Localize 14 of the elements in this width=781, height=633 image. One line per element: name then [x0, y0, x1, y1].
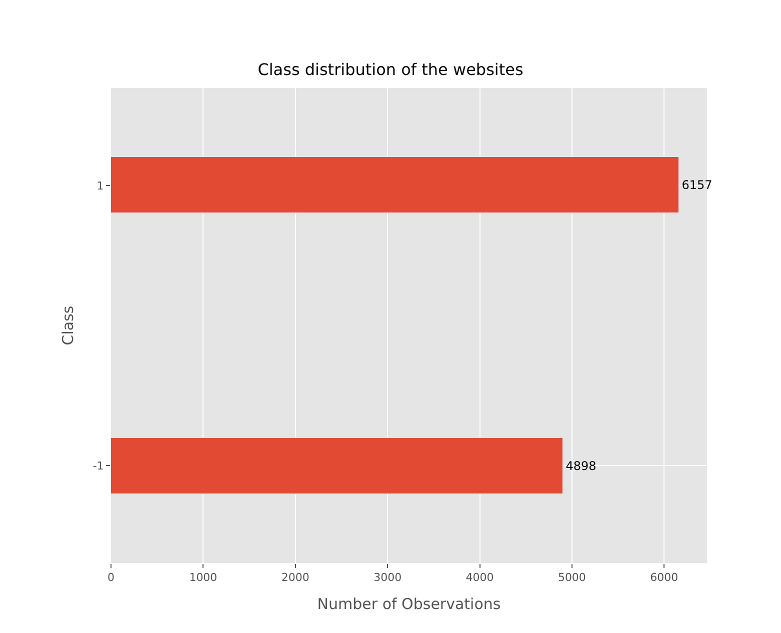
- x-tick-label: 6000: [650, 571, 678, 584]
- data-label: 6157: [682, 178, 712, 192]
- y-axis-title: Class: [59, 306, 78, 346]
- x-tick-label: 5000: [558, 571, 586, 584]
- y-tick-label: -1: [92, 459, 104, 472]
- x-axis-title: Number of Observations: [317, 595, 501, 614]
- x-tick-label: 3000: [374, 571, 402, 584]
- x-tick-label: 0: [108, 571, 114, 584]
- data-label: 4898: [566, 458, 596, 473]
- x-tick-label: 1000: [189, 571, 218, 584]
- chart-title: Class distribution of the websites: [258, 60, 524, 80]
- x-tick-label: 2000: [281, 571, 310, 584]
- x-tick-label: 4000: [466, 571, 494, 584]
- y-tick-label: 1: [96, 179, 104, 192]
